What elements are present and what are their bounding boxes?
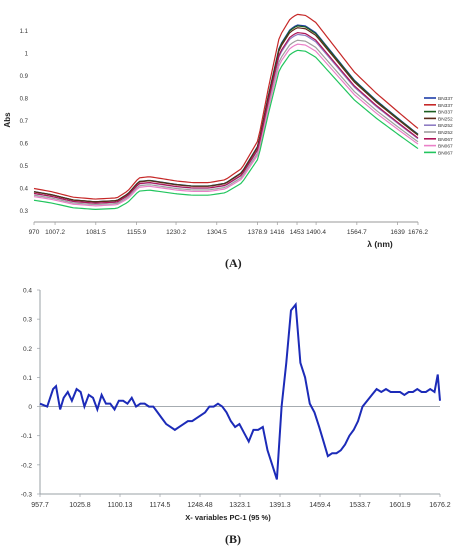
chart-a-series-line [33,49,419,210]
chart-b-axes: 0.4 0.3 0.2 0.1 0 -0.1 -0.2 -0.3 957.7 1025.8 1100… [21,288,451,523]
chart-b-x-tick-label: 1676.2 [429,502,451,509]
chart-b-x-axis-label: X- variables PC-1 (95 %) [185,513,271,522]
chart-a-series-line [33,43,419,207]
chart-a-legend-label: BN252 [438,116,453,122]
chart-a-y-tick-label: 0.9 [20,74,29,80]
chart-b-x-tick-label: 1533.7 [349,502,371,509]
chart-a-x-tick-label: 1304.5 [207,229,227,236]
chart-a-x-tick-label: 1639 [390,229,405,236]
chart-a-y-tick-label: 1 [25,52,29,58]
chart-a-x-tick-label: 1416 [270,229,285,236]
chart-a-series-line [33,13,419,200]
chart-b-y-tick-label: -0.3 [21,492,33,499]
chart-b-y-tick-label: 0.1 [23,375,32,382]
chart-b-x-tick-label: 1323.1 [229,502,251,509]
chart-a-series-line [33,27,419,203]
chart-a-y-tick-label: 1.1 [20,29,29,35]
chart-a-legend-label: BN337 [438,110,453,116]
chart-a-series-group [33,13,419,210]
chart-a-x-tick-label: 1007.2 [45,229,65,236]
chart-a-legend: BN337BN337BN337BN252BN252BN252BN067BN067… [424,96,453,156]
chart-a-x-tick-label: 1081.5 [86,229,106,236]
chart-a-x-tick-label: 1230.2 [166,229,186,236]
chart-b-loading-line [39,301,441,480]
chart-b-x-tick-label: 1601.9 [389,502,411,509]
chart-a-y-axis-label: Abs [3,112,12,128]
chart-b-x-tick-label: 1391.3 [269,502,291,509]
chart-a-y-tick-label: 0.7 [20,119,29,125]
chart-b-y-tick-label: 0.3 [23,317,32,324]
chart-a-axes: 0.3 0.4 0.5 0.6 0.7 0.8 0.9 1 1.1 Abs 970 1007.2 108… [3,29,428,249]
chart-a-x-tick-label: 970 [29,229,40,236]
chart-a-y-tick-label: 0.4 [20,187,29,193]
chart-a-legend-label: BN252 [438,130,453,136]
chart-a-series-line [33,25,419,203]
chart-a: 0.3 0.4 0.5 0.6 0.7 0.8 0.9 1 1.1 Abs 970 1007.2 108… [3,13,453,249]
chart-b-y-tick-label: 0 [28,404,32,411]
chart-a-x-tick-label: 1155.9 [127,229,147,236]
chart-a-y-tick-label: 0.6 [20,142,29,148]
chart-b-x-tick-label: 1100.13 [108,502,133,509]
chart-a-y-tick-label: 0.5 [20,164,29,170]
chart-a-x-tick-label: 1453 [290,229,305,236]
chart-a-x-tick-label: 1676.2 [408,229,428,236]
chart-a-legend-label: BN067 [438,144,453,150]
chart-a-legend-label: BN337 [438,103,453,109]
chart-b-y-tick-label: 0.2 [23,346,32,353]
chart-a-legend-label: BN252 [438,123,453,129]
chart-b-x-tick-label: 1459.4 [309,502,331,509]
chart-a-legend-label: BN067 [438,137,453,143]
chart-b-x-tick-label: 1025.8 [69,502,91,509]
chart-a-y-tick-label: 0.8 [20,97,29,103]
chart-a-series-line [33,33,419,204]
chart-a-series-line [33,24,419,203]
panel-label-a: (A) [225,256,242,270]
chart-a-legend-label: BN067 [438,150,453,156]
chart-a-x-axis-label: λ (nm) [367,239,393,249]
chart-b-x-tick-label: 957.7 [31,502,49,509]
chart-a-x-tick-label: 1378.9 [248,229,268,236]
chart-b-y-tick-label: -0.1 [21,433,33,440]
chart-a-x-tick-label: 1564.7 [347,229,367,236]
chart-b-y-tick-label: -0.2 [21,462,33,469]
chart-a-series-line [33,39,419,206]
chart-b-x-tick-label: 1248.48 [187,502,212,509]
chart-b: 0.4 0.3 0.2 0.1 0 -0.1 -0.2 -0.3 957.7 1025.8 1100… [21,288,451,523]
chart-b-y-tick-label: 0.4 [23,288,32,295]
chart-a-legend-label: BN337 [438,96,453,102]
chart-a-series-line [33,31,419,204]
chart-a-y-tick-label: 0.3 [20,209,29,215]
panel-label-b: (B) [225,532,241,546]
chart-a-x-tick-label: 1490.4 [306,229,326,236]
chart-b-x-tick-label: 1174.5 [150,502,171,509]
